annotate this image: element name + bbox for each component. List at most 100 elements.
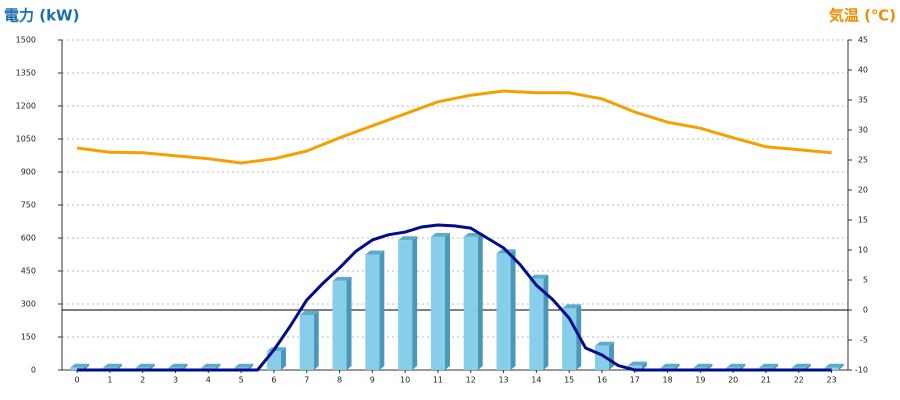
bar-top <box>627 361 647 366</box>
bar-top <box>70 363 90 368</box>
y2-tick-label: 45 <box>858 36 868 45</box>
y-tick-label: 600 <box>21 234 36 243</box>
x-tick-label: 16 <box>597 376 607 385</box>
bar <box>299 315 314 370</box>
y-tick-label: 1350 <box>16 69 36 78</box>
bar-top <box>299 311 319 315</box>
y2-tick-label: -10 <box>855 366 868 375</box>
bar-side <box>805 363 811 370</box>
bar-top <box>562 304 582 309</box>
bar-top <box>135 363 155 368</box>
bar-top <box>594 341 614 346</box>
y2-tick-label: -5 <box>860 336 868 345</box>
bar-side <box>346 276 352 370</box>
bar <box>529 278 544 370</box>
y2-tick-label: 20 <box>858 186 868 195</box>
bar-top <box>234 363 254 368</box>
bar-top <box>332 276 352 281</box>
bar-side <box>280 347 286 370</box>
bar <box>627 365 642 370</box>
y2-tick-label: 30 <box>858 126 868 135</box>
bar-top <box>398 236 418 241</box>
bar-top <box>824 363 844 368</box>
bar <box>365 254 380 370</box>
y-tick-label: 450 <box>21 267 36 276</box>
x-tick-label: 15 <box>564 376 574 385</box>
bar <box>398 240 413 370</box>
x-tick-label: 13 <box>498 376 508 385</box>
y-tick-label: 300 <box>21 300 36 309</box>
bar <box>463 236 478 370</box>
bar <box>594 345 609 370</box>
y2-tick-label: 25 <box>858 156 868 165</box>
bar-top <box>726 363 746 368</box>
y-tick-label: 1200 <box>16 102 36 111</box>
x-tick-label: 18 <box>662 376 672 385</box>
x-tick-label: 12 <box>466 376 476 385</box>
y2-tick-label: 5 <box>863 276 868 285</box>
bar-top <box>168 363 188 368</box>
bar-side <box>772 363 778 370</box>
bar-side <box>641 361 647 370</box>
bar-top <box>693 363 713 368</box>
bar-top <box>201 363 221 368</box>
y-tick-label: 900 <box>21 168 36 177</box>
bar-side <box>412 236 418 370</box>
y-tick-label: 0 <box>31 366 36 375</box>
y-tick-label: 750 <box>21 201 36 210</box>
y2-tick-label: 10 <box>858 246 868 255</box>
y-tick-label: 1050 <box>16 135 36 144</box>
y2-tick-label: 35 <box>858 96 868 105</box>
x-tick-label: 11 <box>433 376 443 385</box>
bar-top <box>365 250 385 255</box>
x-tick-label: 23 <box>827 376 837 385</box>
bar-side <box>84 363 90 370</box>
y-tick-label: 1500 <box>16 36 36 45</box>
line <box>76 89 832 165</box>
x-tick-label: 0 <box>75 376 80 385</box>
bar-top <box>660 363 680 368</box>
x-tick-label: 4 <box>206 376 211 385</box>
bar-side <box>149 363 155 370</box>
bar-side <box>543 274 549 370</box>
x-tick-label: 8 <box>337 376 342 385</box>
bar-side <box>707 363 713 370</box>
x-tick-label: 19 <box>695 376 705 385</box>
bar-top <box>266 347 286 352</box>
bar-side <box>510 249 516 370</box>
bar-top <box>102 363 122 368</box>
x-tick-label: 9 <box>370 376 375 385</box>
bar <box>332 280 347 370</box>
x-tick-label: 17 <box>630 376 640 385</box>
bar-side <box>379 250 385 370</box>
x-tick-label: 6 <box>271 376 276 385</box>
bar-side <box>838 363 844 370</box>
bar-top <box>529 274 549 279</box>
x-tick-label: 21 <box>761 376 771 385</box>
bar-side <box>116 363 122 370</box>
bar-side <box>215 363 221 370</box>
line <box>77 223 832 372</box>
x-tick-label: 7 <box>304 376 309 385</box>
x-tick-label: 10 <box>400 376 410 385</box>
x-tick-label: 5 <box>239 376 244 385</box>
bar-side <box>740 363 746 370</box>
bar-side <box>182 363 188 370</box>
x-tick-label: 3 <box>173 376 178 385</box>
x-tick-label: 2 <box>140 376 145 385</box>
bar-side <box>444 232 450 370</box>
bar <box>496 253 511 370</box>
bar-side <box>248 363 254 370</box>
bar-top <box>758 363 778 368</box>
y2-tick-label: 40 <box>858 66 868 75</box>
y2-tick-label: 0 <box>863 306 868 315</box>
x-tick-label: 22 <box>794 376 804 385</box>
bar-side <box>608 341 614 370</box>
y2-axis-title: 気温 (℃) <box>829 7 896 25</box>
y2-tick-label: 15 <box>858 216 868 225</box>
bar-top <box>791 363 811 368</box>
bar-top <box>430 232 450 237</box>
bar-side <box>674 363 680 370</box>
y-axis-title: 電力 (kW) <box>4 7 79 25</box>
